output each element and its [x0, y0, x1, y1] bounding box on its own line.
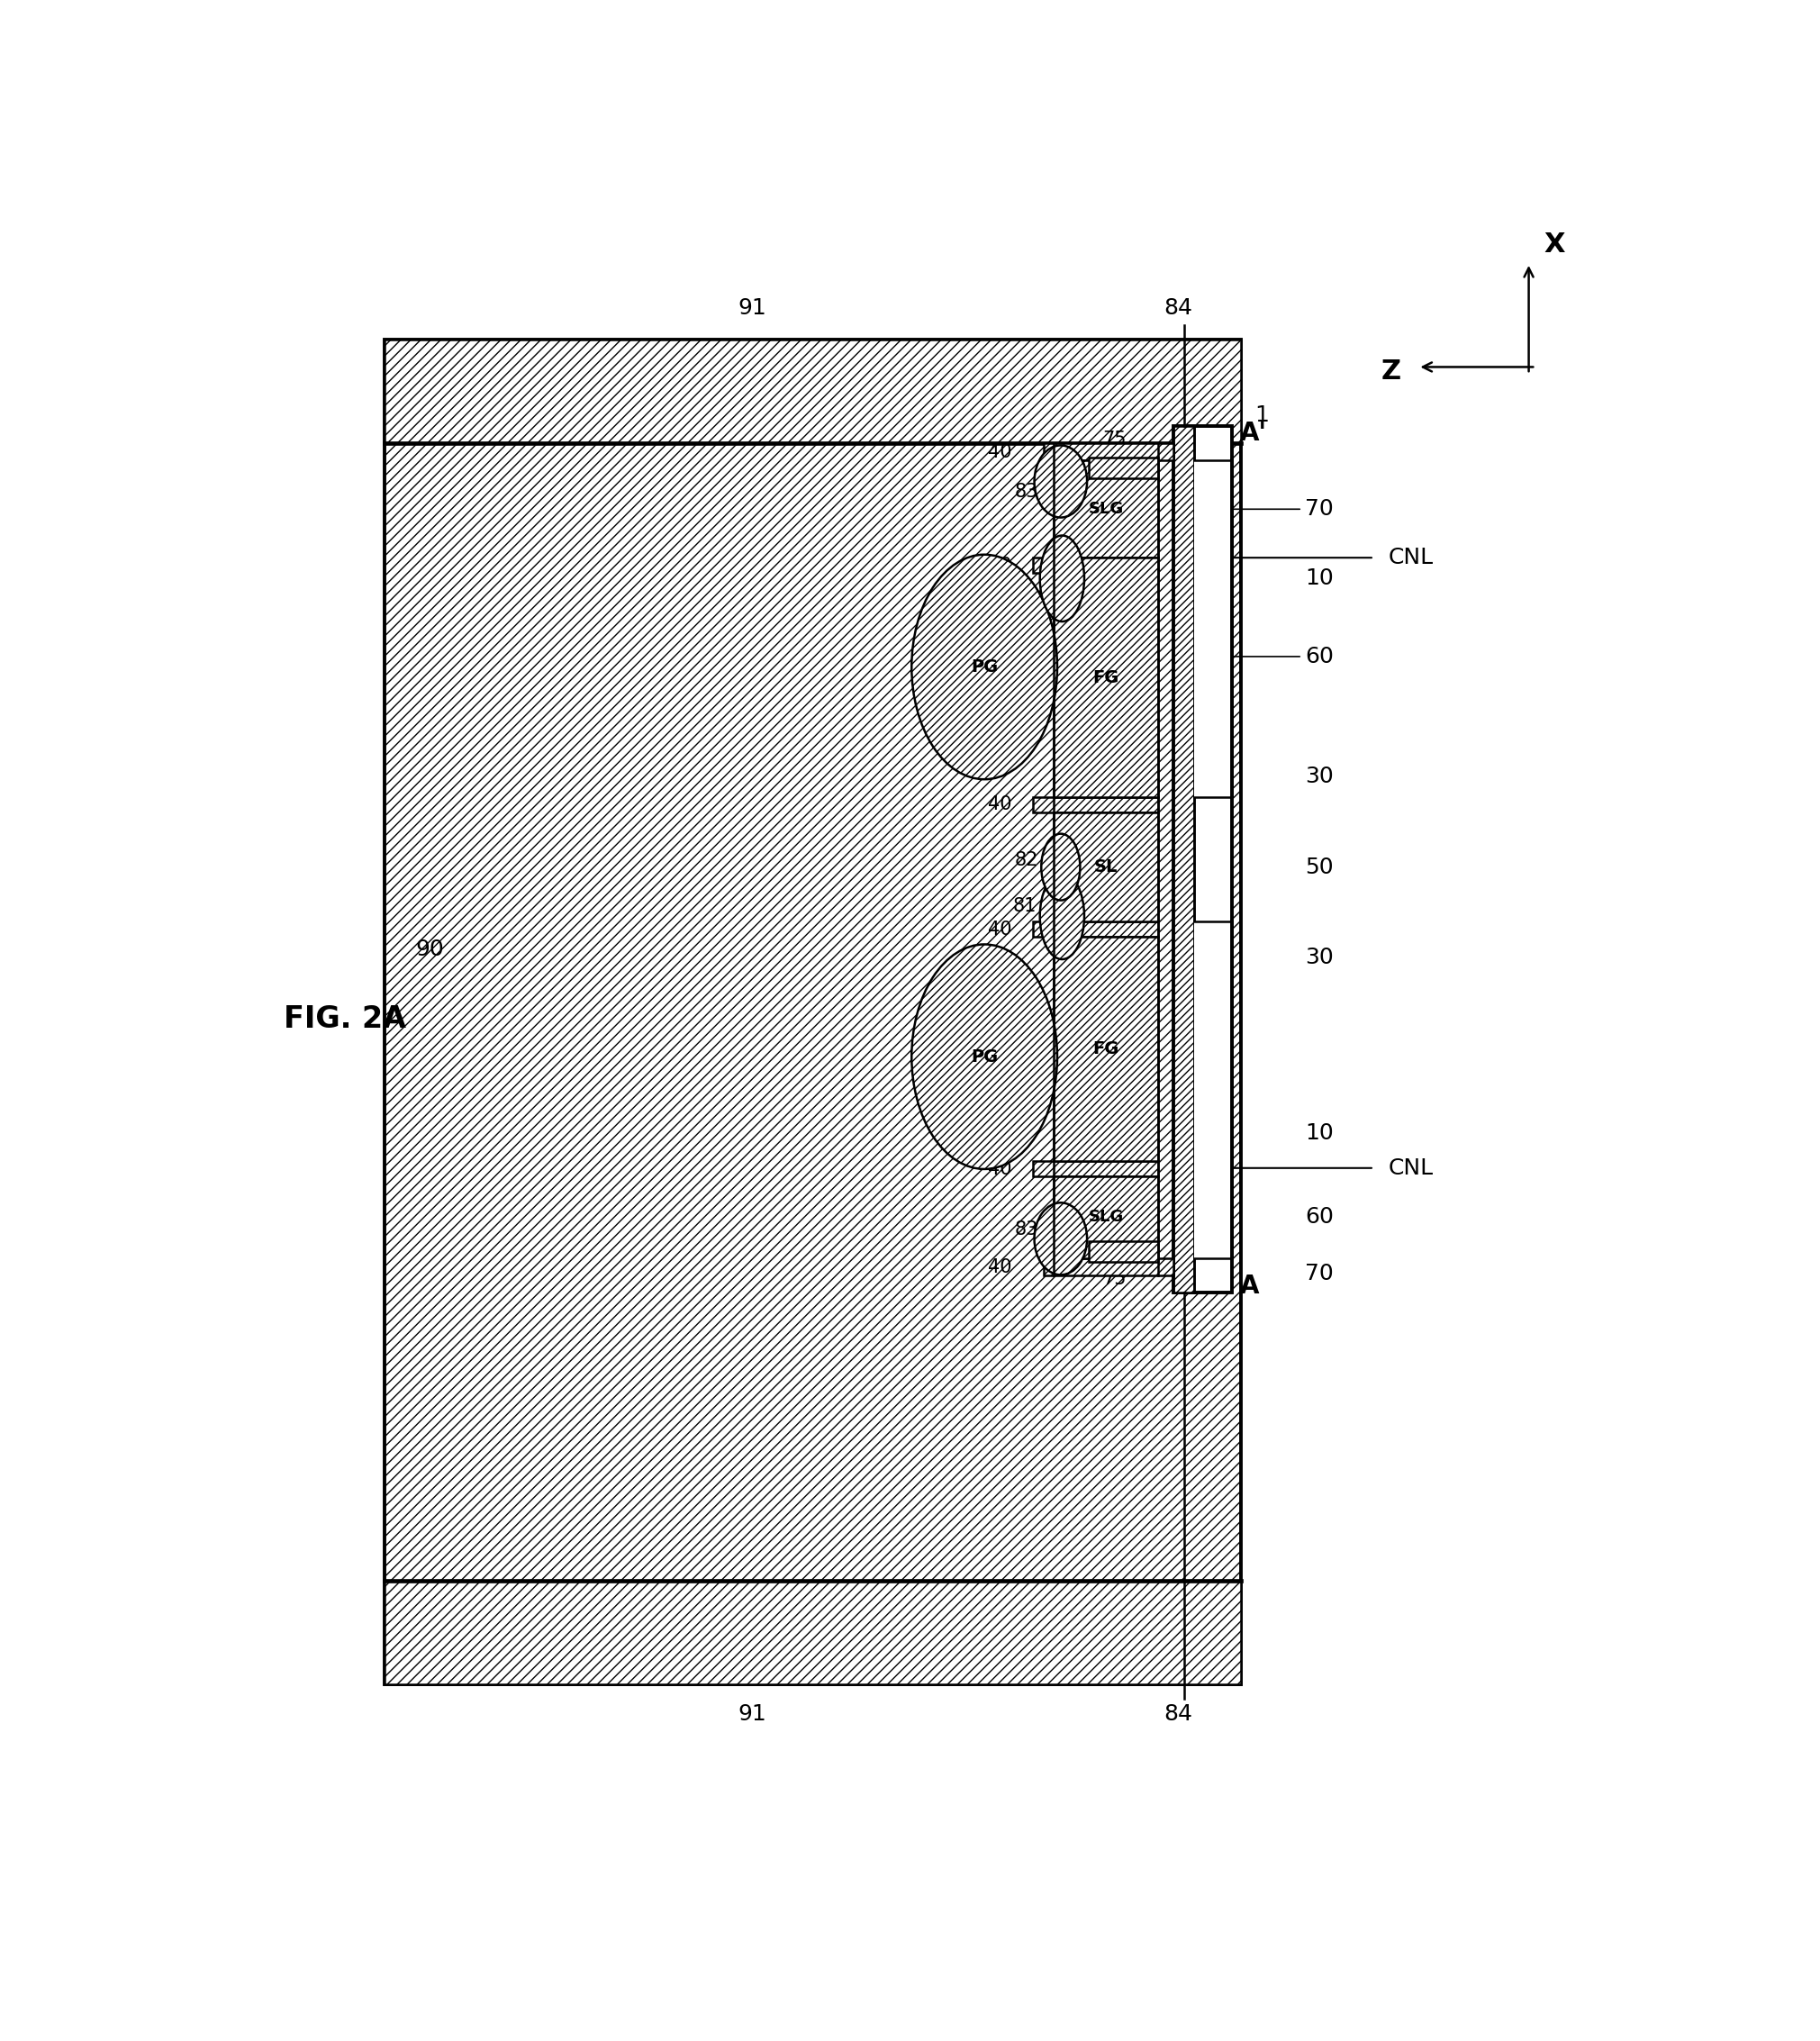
Polygon shape: [1194, 923, 1232, 1257]
Text: 83: 83: [1016, 1221, 1039, 1239]
Polygon shape: [1034, 1161, 1158, 1176]
Text: FIG. 2A: FIG. 2A: [284, 1004, 406, 1035]
Text: 90: 90: [415, 939, 444, 961]
Polygon shape: [1194, 461, 1232, 796]
Text: 84: 84: [1165, 1702, 1192, 1725]
Polygon shape: [1174, 427, 1232, 1292]
Text: 10: 10: [1305, 1123, 1334, 1145]
Text: 40: 40: [988, 443, 1012, 461]
Text: CNL: CNL: [1389, 1157, 1432, 1180]
Text: 40: 40: [988, 1257, 1012, 1276]
Text: 70: 70: [1201, 498, 1334, 520]
Text: 81: 81: [1012, 580, 1036, 598]
Ellipse shape: [912, 945, 1057, 1169]
Text: PG: PG: [970, 1049, 997, 1065]
Text: 81: 81: [1012, 896, 1036, 914]
Text: 40: 40: [988, 1159, 1012, 1178]
Text: 40: 40: [988, 557, 1012, 574]
Text: 70: 70: [1305, 1263, 1334, 1284]
Text: Z: Z: [1381, 359, 1401, 386]
Polygon shape: [1034, 923, 1158, 937]
Text: 50: 50: [1305, 857, 1334, 878]
Polygon shape: [384, 339, 1241, 1684]
Text: 84: 84: [1165, 298, 1192, 318]
Ellipse shape: [1041, 833, 1079, 900]
Text: 60: 60: [1201, 645, 1334, 667]
Text: SLG: SLG: [1088, 500, 1123, 516]
Text: 83: 83: [1016, 484, 1039, 500]
Text: A': A': [1239, 420, 1267, 445]
Text: CNL: CNL: [1389, 547, 1432, 569]
Polygon shape: [1054, 812, 1158, 923]
Text: FG: FG: [1092, 1041, 1119, 1057]
Polygon shape: [1043, 1257, 1174, 1276]
Ellipse shape: [1039, 874, 1085, 959]
Text: 91: 91: [737, 298, 766, 318]
Text: 75: 75: [1103, 431, 1127, 449]
Polygon shape: [1054, 557, 1158, 796]
Text: 40: 40: [988, 796, 1012, 814]
Text: 91: 91: [737, 1702, 766, 1725]
Text: 10: 10: [1305, 567, 1334, 590]
Polygon shape: [1054, 937, 1158, 1161]
Text: 30: 30: [1305, 947, 1334, 969]
Polygon shape: [1088, 457, 1158, 478]
Polygon shape: [1034, 796, 1158, 812]
Text: A: A: [1239, 1274, 1259, 1298]
Text: 75: 75: [1103, 1270, 1127, 1288]
Polygon shape: [1174, 427, 1194, 1292]
Polygon shape: [1054, 1176, 1158, 1257]
Text: 40: 40: [988, 920, 1012, 939]
Text: X: X: [1543, 233, 1565, 257]
Ellipse shape: [1034, 445, 1087, 518]
Text: FG: FG: [1092, 669, 1119, 686]
Polygon shape: [1054, 461, 1158, 557]
Polygon shape: [1034, 557, 1158, 574]
Polygon shape: [384, 1580, 1241, 1684]
Ellipse shape: [1039, 535, 1085, 623]
Text: 30: 30: [1305, 765, 1334, 788]
Text: SLG: SLG: [1088, 1208, 1123, 1225]
Polygon shape: [1088, 1241, 1158, 1261]
Text: 1: 1: [1254, 404, 1269, 427]
Polygon shape: [384, 339, 1241, 443]
Ellipse shape: [912, 555, 1057, 780]
Text: SL: SL: [1094, 859, 1117, 876]
Text: 60: 60: [1305, 1206, 1334, 1227]
Ellipse shape: [1034, 1202, 1087, 1276]
Text: PG: PG: [970, 659, 997, 676]
Text: 82: 82: [1016, 851, 1039, 869]
Polygon shape: [1043, 443, 1174, 461]
